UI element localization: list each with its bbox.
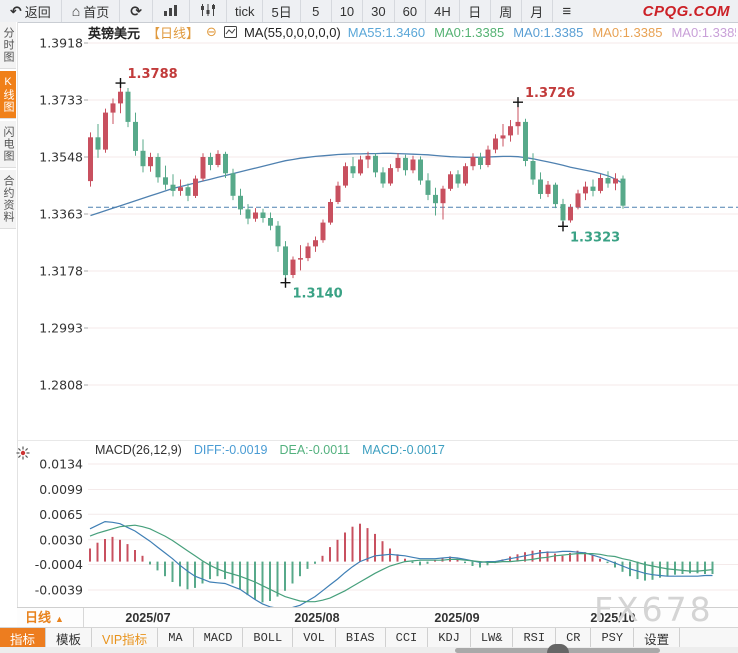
svg-text:0.0065: 0.0065 (39, 507, 83, 522)
x-axis-label: 2025/08 (294, 611, 340, 625)
ma-chart-icon (223, 26, 237, 38)
period-switcher: tick 5日 5 10 30 60 4H 日周月 (227, 0, 553, 22)
ma-value-1: MA0:1.3385 (434, 24, 505, 40)
collapse-icon[interactable]: ⊖ (206, 24, 217, 39)
tab-cci[interactable]: CCI (386, 628, 429, 648)
bottom-scrollbar[interactable] (455, 644, 660, 653)
top-toolbar: ↶ 返回 ⌂ 首页 ⟳ tick 5日 5 10 30 60 4H 日周月 ≡ CPQG.CO… (0, 0, 738, 23)
ma-value-2: MA0:1.3385 (513, 24, 584, 40)
bottom-strip (0, 644, 738, 653)
macd-macd-value: MACD:-0.0017 (362, 443, 445, 457)
svg-text:1.3788: 1.3788 (128, 67, 178, 82)
svg-text:1.3140: 1.3140 (293, 287, 343, 302)
sidebar-item-contract-info[interactable]: 合约资料 (0, 170, 16, 229)
period-5-button[interactable]: 5 (301, 0, 332, 22)
tab-cr[interactable]: CR (556, 628, 592, 648)
svg-text:-0.0004: -0.0004 (35, 557, 83, 572)
ma-value-3: MA0:1.3385 (592, 24, 663, 40)
timeframe-selector[interactable]: 日线 ▲ (21, 608, 84, 628)
svg-text:0.0030: 0.0030 (39, 532, 83, 547)
svg-text:1.3726: 1.3726 (525, 86, 575, 101)
x-axis-label: 2025/07 (125, 611, 171, 625)
x-axis-label: 2025/10 (590, 611, 636, 625)
period-5d-button[interactable]: 5日 (263, 0, 301, 22)
tab-settings[interactable]: 设置 (634, 628, 681, 648)
chart-style-candle-button[interactable] (190, 0, 227, 22)
period-month-button[interactable]: 月 (522, 0, 553, 22)
refresh-icon: ⟳ (130, 3, 142, 19)
period-4h-button[interactable]: 4H (426, 0, 460, 22)
brand-logo: CPQG.COM (642, 2, 730, 20)
home-icon: ⌂ (71, 3, 81, 19)
svg-text:1.3733: 1.3733 (39, 93, 83, 108)
back-icon: ↶ (10, 3, 22, 19)
macd-diff-value: DIFF:-0.0019 (193, 443, 268, 457)
svg-text:1.2993: 1.2993 (39, 321, 83, 336)
x-axis-label: 2025/09 (434, 611, 480, 625)
tab-ma[interactable]: MA (158, 628, 194, 648)
svg-text:1.2808: 1.2808 (39, 378, 83, 393)
period-10-button[interactable]: 10 (332, 0, 364, 22)
period-30-button[interactable]: 30 (363, 0, 395, 22)
sidebar-item-lightning-chart[interactable]: 闪电图 (0, 121, 16, 168)
watermark: FX678 (594, 590, 714, 629)
macd-dea-value: DEA:-0.0011 (279, 443, 351, 457)
svg-text:1.3323: 1.3323 (570, 230, 620, 245)
tab-bias[interactable]: BIAS (336, 628, 386, 648)
period-day-button[interactable]: 日 (460, 0, 491, 22)
ma-value-0: MA55:1.3460 (347, 24, 426, 40)
svg-text:1.3178: 1.3178 (39, 264, 83, 279)
svg-text:-0.0039: -0.0039 (35, 583, 83, 598)
tab-rsi[interactable]: RSI (513, 628, 557, 648)
tab-vol[interactable]: VOL (293, 628, 336, 648)
tab-vip-indicator[interactable]: VIP指标 (92, 628, 159, 648)
sidebar-item-time-chart[interactable]: 分时图 (0, 22, 16, 69)
svg-text:0.0099: 0.0099 (39, 482, 83, 497)
symbol-name: 英镑美元 (88, 25, 141, 41)
tab-macd[interactable]: MACD (194, 628, 244, 648)
tab-psy[interactable]: PSY (591, 628, 635, 648)
chart-canvas[interactable]: 1.3918 1.3733 1.3548 1.3363 1.3178 1.2993 1.28… (0, 0, 738, 612)
period-60-button[interactable]: 60 (395, 0, 427, 22)
tab-template[interactable]: 模板 (46, 628, 93, 648)
candlestick-icon (200, 3, 216, 20)
period-tag: 【日线】 (147, 25, 200, 41)
caret-up-icon: ▲ (55, 614, 64, 624)
x-axis-row: 日线 ▲ 2025/07 2025/08 2025/09 2025/10 (17, 607, 738, 628)
chart-style-bar-button[interactable] (153, 0, 190, 22)
sidebar-item-kline-chart[interactable]: K线图 (0, 71, 16, 119)
hamburger-icon: ≡ (562, 2, 572, 20)
symbol-info-bar: 英镑美元 【日线】 ⊖ MA(55,0,0,0,0,0) MA55:1.3460… (88, 24, 736, 40)
svg-text:0.0134: 0.0134 (39, 457, 83, 472)
tab-boll[interactable]: BOLL (243, 628, 294, 648)
indicator-settings-icon[interactable] (16, 446, 30, 465)
tab-indicator[interactable]: 指标 (0, 628, 47, 648)
drawer-handle[interactable] (547, 644, 569, 653)
indicator-tabbar: 指标 模板 VIP指标 MA MACD BOLL VOL BIAS CCI KDJ LW& RSI CR… (0, 627, 738, 648)
svg-text:1.3548: 1.3548 (39, 150, 83, 165)
back-label: 返回 (24, 4, 51, 20)
chart-type-sidebar: 分时图 K线图闪电图合约资料 (0, 22, 18, 608)
home-button[interactable]: ⌂ 首页 (62, 0, 121, 22)
home-label: 首页 (83, 4, 110, 20)
tab-kdj[interactable]: KDJ (428, 628, 471, 648)
period-tick-button[interactable]: tick (227, 0, 264, 22)
macd-header: MACD(26,12,9) DIFF:-0.0019 DEA:-0.0011 M… (95, 443, 445, 458)
tab-lwr[interactable]: LW& (471, 628, 514, 648)
ma-values: MA55:1.3460 MA0:1.3385 MA0:1.3385 MA0:1.338… (348, 25, 736, 40)
ma-formula: MA(55,0,0,0,0,0) (243, 24, 341, 40)
ma-value-4: MA0:1.3385 (671, 24, 736, 40)
svg-text:1.3363: 1.3363 (39, 207, 83, 222)
menu-button[interactable]: ≡ (553, 0, 581, 22)
macd-params: MACD(26,12,9) (95, 443, 182, 457)
period-week-button[interactable]: 周 (491, 0, 522, 22)
svg-text:1.3918: 1.3918 (39, 36, 83, 51)
bar-chart-icon (163, 3, 179, 20)
timeframe-label: 日线 (25, 610, 52, 625)
back-button[interactable]: ↶ 返回 (0, 0, 62, 22)
refresh-button[interactable]: ⟳ (120, 0, 153, 22)
